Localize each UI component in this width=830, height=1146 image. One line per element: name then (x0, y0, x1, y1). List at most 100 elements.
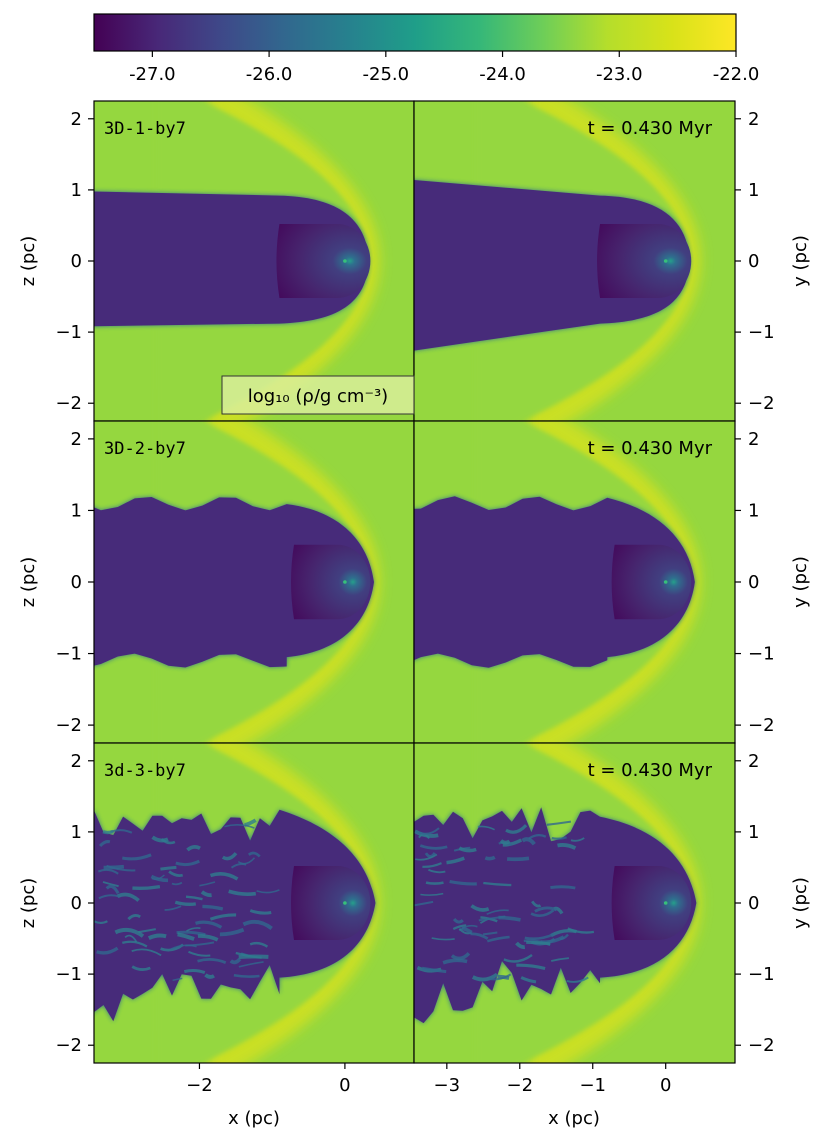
turbulent-filament (105, 884, 120, 895)
turbulent-filament (526, 940, 551, 946)
star-source (663, 259, 668, 263)
ytick-label-left: 2 (71, 751, 82, 772)
ytick-label-left: 0 (71, 251, 82, 272)
turbulent-filament (515, 941, 526, 950)
ytick-label-right: −1 (748, 964, 775, 985)
turbulent-filament (228, 889, 257, 896)
colorbar-label-box: log₁₀ (ρ/g cm⁻³) (221, 375, 415, 415)
turbulent-filament (425, 881, 444, 885)
ytick-label-left: −1 (55, 644, 82, 665)
turbulent-filament (415, 853, 438, 861)
turbulent-filament (174, 900, 197, 906)
turbulent-filament (188, 950, 211, 957)
turbulent-filament (449, 879, 477, 886)
wake-cavity (414, 807, 697, 1024)
star-source (343, 901, 347, 905)
panel-3-left (94, 743, 414, 1063)
turbulent-filament (200, 890, 212, 898)
ytick-label-right: 1 (748, 180, 759, 201)
row-label-2: 3D-2-by7 (104, 439, 186, 459)
turbulent-filament (452, 917, 464, 924)
ytick-label-right: 2 (748, 109, 759, 130)
turbulent-filament (199, 881, 216, 887)
ytick-label-right: 0 (748, 893, 759, 914)
turbulent-filament (516, 963, 546, 971)
ylabel-left-2: z (pc) (18, 557, 39, 608)
turbulent-filament (98, 894, 120, 900)
turbulent-filament (483, 881, 512, 887)
xtick-label: −1 (579, 1075, 606, 1096)
star-source (343, 259, 347, 263)
turbulent-filament (482, 931, 498, 936)
wind-bubble (611, 866, 692, 940)
axes: −2 −2 −1 −1 0 0 1 1 2 2 −2 −2 −1 −1 0 0 1 1 2 2 −2 −2 −1 −1 0 0 1 1… (55, 109, 774, 1096)
turbulent-filament (484, 855, 496, 861)
turbulent-filament (124, 934, 138, 943)
ytick-label-left: −1 (55, 964, 82, 985)
turbulent-filament (221, 852, 238, 861)
xtick-label: 0 (339, 1075, 350, 1096)
turbulent-filament (458, 846, 477, 853)
turbulent-filament (183, 968, 206, 975)
ytick-label-right: −2 (748, 715, 775, 736)
turbulent-filament (503, 954, 533, 963)
colorbar-tick-label: -27.0 (129, 64, 176, 85)
turbulent-filament (176, 930, 206, 937)
turbulent-filament (151, 874, 165, 880)
turbulent-filament (185, 895, 203, 901)
turbulent-filament (450, 952, 471, 961)
xtick-label: −3 (434, 1075, 461, 1096)
turbulent-filament (122, 853, 152, 861)
wake-cavity (94, 497, 374, 668)
panel-2-right (414, 421, 735, 743)
turbulent-filament (131, 948, 162, 957)
row-label-3: 3d-3-by7 (104, 761, 186, 781)
turbulent-filament (502, 838, 523, 847)
ylabel-left-1: z (pc) (18, 236, 39, 287)
turbulent-filament (197, 958, 227, 964)
colorbar-tick-label: -22.0 (713, 64, 760, 85)
ytick-label-right: 0 (748, 251, 759, 272)
colorbar-gradient (93, 13, 737, 52)
turbulent-filament (204, 973, 215, 979)
turbulent-filament (506, 856, 530, 862)
ytick-label-right: −1 (748, 644, 775, 665)
colorbar-tick-label: -24.0 (479, 64, 526, 85)
ytick-label-right: 2 (748, 429, 759, 450)
turbulent-filament (121, 940, 148, 948)
time-label-3: t = 0.430 Myr (588, 760, 713, 781)
turbulent-filament (150, 874, 169, 883)
turbulent-filament (557, 843, 577, 850)
turbulent-filament (202, 904, 224, 911)
turbulent-filament (566, 976, 589, 983)
panel-3-right (414, 743, 735, 1063)
wind-bubble (291, 544, 371, 620)
ytick-label-right: −1 (748, 322, 775, 343)
turbulent-filament (102, 829, 114, 835)
turbulent-filament (238, 961, 264, 968)
turbulent-filament (419, 844, 448, 850)
colorbar-tick-label: -23.0 (596, 64, 643, 85)
turbulent-filament (505, 824, 528, 834)
colorbar: -27.0 -26.0 -25.0 -24.0 -23.0 -22.0 (93, 13, 760, 85)
ytick-label-right: 1 (748, 822, 759, 843)
turbulent-filament (164, 905, 182, 911)
ylabel-right-2: y (pc) (790, 556, 811, 608)
turbulent-filament (486, 935, 510, 943)
turbulent-filament (235, 951, 262, 959)
wind-bubble (276, 224, 371, 298)
turbulent-filament (224, 824, 255, 829)
ytick-label-left: −2 (55, 393, 82, 414)
time-label-2: t = 0.430 Myr (588, 438, 713, 459)
turbulent-filament (524, 933, 554, 941)
ytick-label-left: 1 (71, 822, 82, 843)
star-source (343, 580, 347, 584)
turbulent-filament (97, 868, 119, 875)
turbulent-filament (550, 885, 576, 890)
ytick-label-left: 2 (71, 109, 82, 130)
star-source (663, 901, 668, 905)
turbulent-filament (147, 933, 167, 941)
turbulent-filament (442, 958, 468, 965)
turbulent-filament (160, 865, 177, 871)
xtick-label: −2 (186, 1075, 213, 1096)
